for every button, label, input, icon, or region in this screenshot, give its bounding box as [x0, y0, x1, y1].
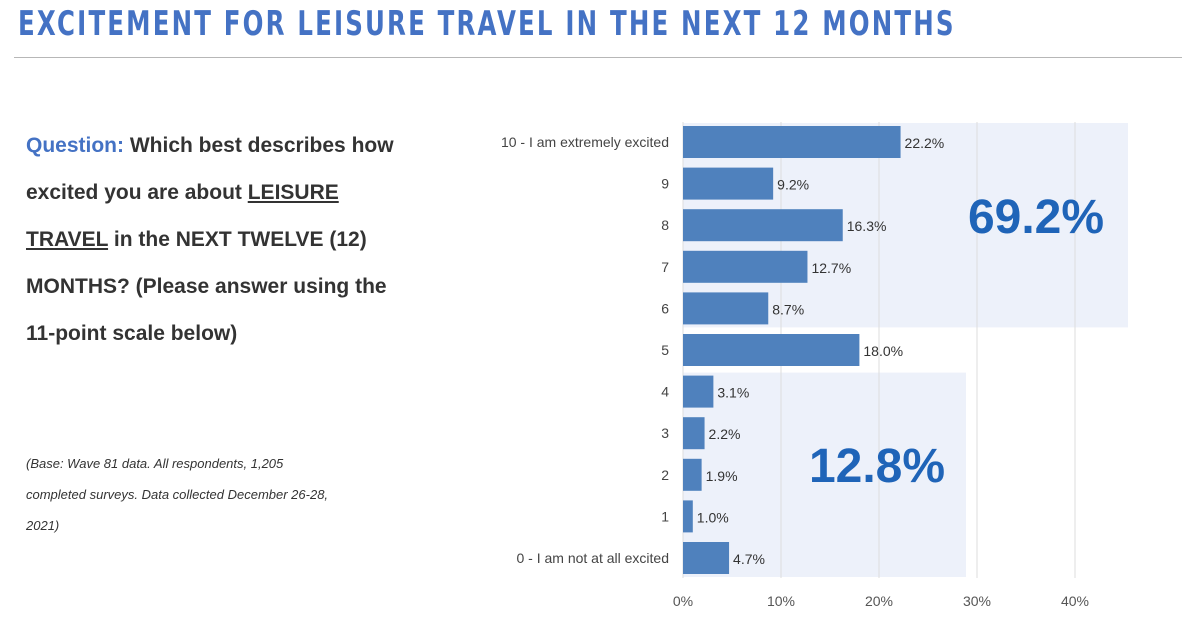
- x-tick-label: 10%: [767, 593, 795, 609]
- category-label: 3: [661, 425, 669, 441]
- bar: [683, 458, 702, 491]
- group-highlight-region: [683, 372, 966, 577]
- bar: [683, 417, 705, 450]
- question-text-after: in the NEXT TWELVE (12) MONTHS? (Please …: [26, 228, 387, 345]
- value-label: 22.2%: [905, 135, 945, 151]
- value-label: 1.9%: [706, 468, 738, 484]
- category-label: 5: [661, 342, 669, 358]
- x-tick-label: 0%: [673, 593, 693, 609]
- group-total-label: 12.8%: [809, 440, 945, 493]
- value-label: 4.7%: [733, 551, 765, 567]
- bar: [683, 334, 860, 366]
- value-label: 16.3%: [847, 218, 887, 234]
- bar: [683, 375, 714, 408]
- question-text-before: Which best describes how excited you are…: [26, 134, 394, 204]
- x-tick-label: 40%: [1061, 593, 1089, 609]
- question-label: Question:: [26, 134, 124, 157]
- x-tick-label: 30%: [963, 593, 991, 609]
- value-label: 18.0%: [863, 343, 903, 359]
- bar: [683, 167, 774, 200]
- bar: [683, 292, 769, 325]
- category-label: 2: [661, 467, 669, 483]
- group-total-label: 69.2%: [968, 191, 1104, 244]
- value-label: 8.7%: [772, 301, 804, 317]
- category-label: 1: [661, 508, 669, 524]
- bar: [683, 542, 730, 574]
- x-tick-label: 20%: [865, 593, 893, 609]
- bar: [683, 209, 843, 242]
- category-label: 7: [661, 259, 669, 275]
- category-label: 9: [661, 176, 669, 192]
- bar: [683, 126, 901, 158]
- bar: [683, 250, 808, 283]
- value-label: 3.1%: [717, 385, 749, 401]
- value-label: 1.0%: [697, 509, 729, 525]
- category-label: 0 - I am not at all excited: [516, 550, 669, 566]
- question-underlined-term: LEISURE TRAVEL: [26, 181, 339, 251]
- title-divider: [14, 57, 1182, 58]
- base-note: (Base: Wave 81 data. All respondents, 1,…: [26, 456, 329, 533]
- question-text: Question: Which best describes how excit…: [26, 122, 396, 357]
- value-label: 2.2%: [709, 426, 741, 442]
- category-label: 4: [661, 384, 669, 400]
- page-title: EXCITEMENT FOR LEISURE TRAVEL IN THE NEX…: [18, 4, 956, 44]
- category-label: 10 - I am extremely excited: [501, 134, 669, 150]
- bar: [683, 500, 693, 533]
- value-label: 9.2%: [777, 177, 809, 193]
- value-label: 12.7%: [811, 260, 851, 276]
- category-label: 6: [661, 300, 669, 316]
- category-label: 8: [661, 217, 669, 233]
